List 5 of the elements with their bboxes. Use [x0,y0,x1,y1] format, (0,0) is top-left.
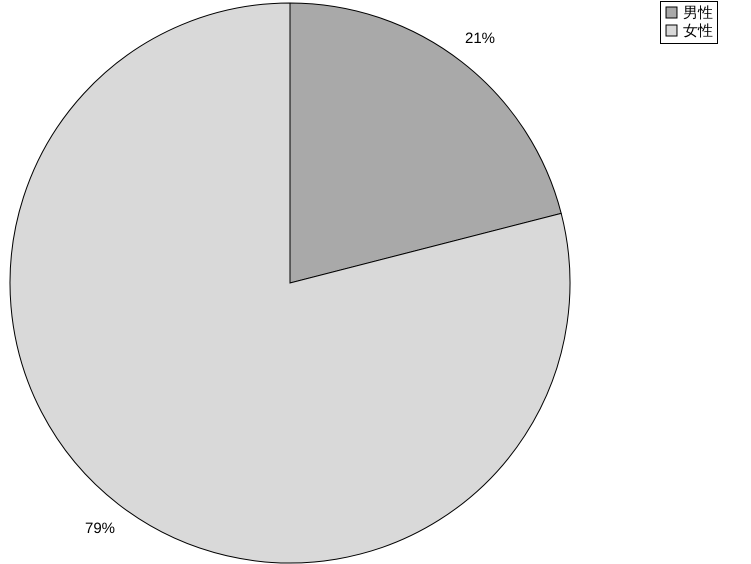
data-label: 79% [84,520,116,537]
legend-label: 男性 [683,4,713,22]
data-label: 21% [464,30,496,48]
legend-label: 女性 [683,22,713,40]
pie-slice [10,2,570,564]
